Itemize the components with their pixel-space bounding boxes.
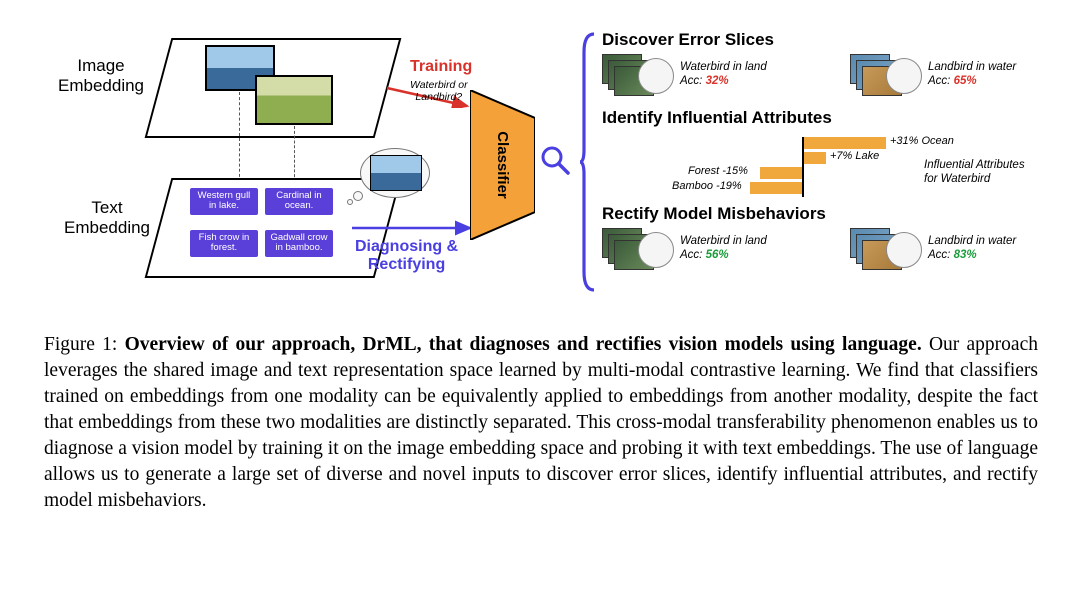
bar-bamboo [750, 182, 802, 194]
bar-ocean [804, 137, 886, 149]
slice-row-a: Waterbird in land Acc: 32% Landbird in w… [602, 54, 1040, 106]
image-embedding-label: ImageEmbedding [58, 56, 144, 95]
bar-label-0: +31% Ocean [890, 135, 954, 147]
text-embedding-label: TextEmbedding [64, 198, 150, 237]
figure-caption: Figure 1: Overview of our approach, DrML… [44, 332, 1038, 513]
chip-2: Fish crow in forest. [190, 230, 258, 257]
bar-label-3: Bamboo -19% [672, 180, 742, 192]
figure-diagram: ImageEmbedding TextEmbedding Western gul… [40, 20, 1040, 320]
bird-thumb-2 [255, 75, 333, 125]
header-discover: Discover Error Slices [602, 30, 1040, 50]
slice-row-b: Waterbird in land Acc: 56% Landbird in w… [602, 228, 1040, 280]
slice-bubble-b1 [602, 228, 674, 276]
thought-thumb [370, 155, 422, 191]
right-panel: Discover Error Slices Waterbird in land … [592, 28, 1040, 280]
classifier-shape: Classifier [470, 90, 535, 240]
caption-fig: Figure 1: [44, 334, 125, 355]
slice-a2-text: Landbird in water Acc: 65% [928, 60, 1016, 89]
caption-body: Our approach leverages the shared image … [44, 334, 1038, 511]
chip-3: Gadwall crow in bamboo. [265, 230, 333, 257]
chip-1: Cardinal in ocean. [265, 188, 333, 215]
bar-forest [760, 167, 802, 179]
dash-2 [294, 126, 295, 182]
slice-b1-text: Waterbird in land Acc: 56% [680, 234, 767, 263]
training-sub: Waterbird orLandbird? [410, 80, 468, 103]
bar-label-2: Forest -15% [688, 165, 748, 177]
bar-label-1: +7% Lake [830, 150, 879, 162]
header-rectify: Rectify Model Misbehaviors [602, 204, 1040, 224]
influential-chart: +31% Ocean +7% Lake Forest -15% Bamboo -… [602, 132, 1040, 202]
bar-lake [804, 152, 826, 164]
dash-1 [239, 92, 240, 182]
magnifier-icon [540, 145, 570, 175]
classifier-label: Classifier [494, 131, 511, 199]
chip-0: Western gull in lake. [190, 188, 258, 215]
slice-bubble-a1 [602, 54, 674, 102]
slice-bubble-a2 [850, 54, 922, 102]
infl-caption: Influential Attributesfor Waterbird [924, 158, 1025, 187]
slice-bubble-b2 [850, 228, 922, 276]
slice-a1-text: Waterbird in land Acc: 32% [680, 60, 767, 89]
diagnosing-label: Diagnosing &Rectifying [355, 238, 458, 273]
caption-bold: Overview of our approach, DrML, that dia… [125, 334, 922, 355]
training-label: Training [410, 58, 472, 76]
header-identify: Identify Influential Attributes [602, 108, 1040, 128]
thought-bubble [360, 148, 430, 198]
slice-b2-text: Landbird in water Acc: 83% [928, 234, 1016, 263]
